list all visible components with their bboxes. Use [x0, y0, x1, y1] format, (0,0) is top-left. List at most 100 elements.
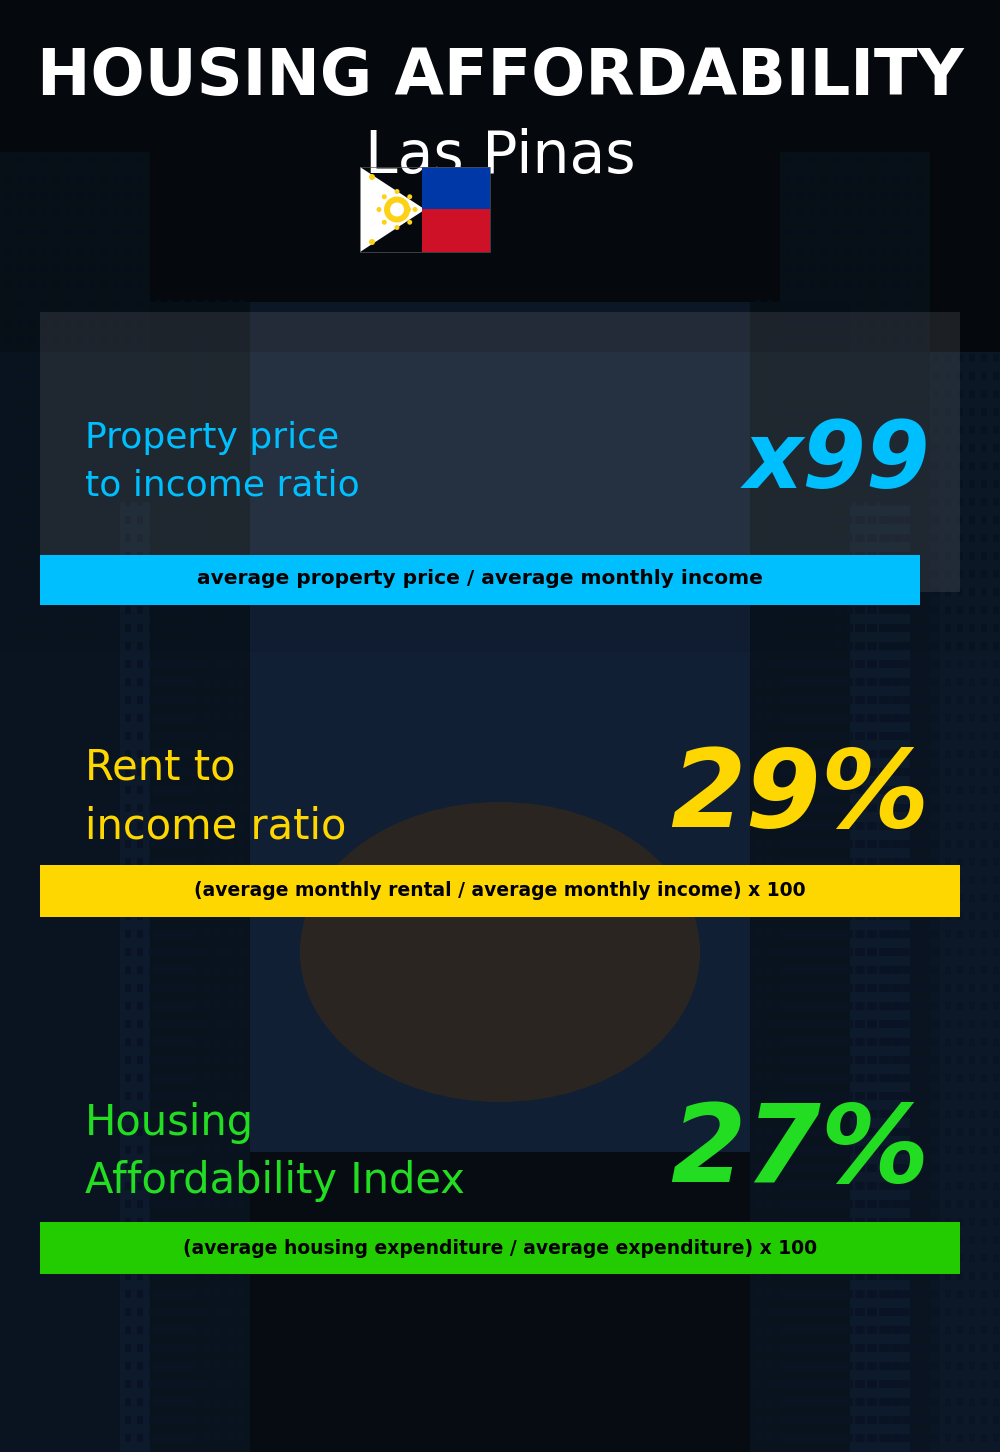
- Bar: [847, 1272, 853, 1281]
- Bar: [65, 678, 71, 685]
- Bar: [227, 751, 233, 758]
- Bar: [203, 804, 209, 812]
- Bar: [5, 732, 11, 741]
- Bar: [53, 372, 59, 380]
- Bar: [29, 678, 35, 685]
- Bar: [203, 661, 209, 668]
- Bar: [125, 696, 131, 704]
- Bar: [191, 822, 197, 831]
- Text: average property price / average monthly income: average property price / average monthly…: [197, 569, 763, 588]
- Bar: [41, 282, 47, 290]
- Bar: [65, 534, 71, 542]
- Bar: [65, 984, 71, 992]
- Bar: [89, 1345, 95, 1352]
- Bar: [77, 678, 83, 685]
- Bar: [5, 1199, 11, 1208]
- Bar: [215, 1379, 221, 1388]
- Bar: [845, 1056, 851, 1064]
- Bar: [933, 1146, 939, 1154]
- Bar: [859, 751, 865, 758]
- Bar: [917, 391, 923, 398]
- Bar: [857, 876, 863, 884]
- Bar: [113, 858, 119, 865]
- Bar: [113, 372, 119, 380]
- Bar: [993, 1362, 999, 1371]
- Bar: [945, 1056, 951, 1064]
- Bar: [827, 804, 833, 812]
- Bar: [41, 1128, 47, 1135]
- Bar: [897, 588, 903, 595]
- Bar: [809, 1038, 815, 1045]
- Bar: [179, 714, 185, 722]
- Bar: [155, 786, 161, 794]
- Bar: [17, 1092, 23, 1101]
- Bar: [981, 1308, 987, 1316]
- Bar: [155, 1379, 161, 1388]
- Bar: [993, 444, 999, 452]
- Bar: [101, 481, 107, 488]
- Bar: [767, 1092, 773, 1101]
- Bar: [833, 1218, 839, 1225]
- Bar: [917, 425, 923, 434]
- Bar: [101, 876, 107, 884]
- Bar: [859, 1146, 865, 1154]
- Bar: [41, 1289, 47, 1298]
- Bar: [815, 1236, 821, 1244]
- Bar: [89, 571, 95, 578]
- Bar: [915, 858, 921, 865]
- Bar: [839, 1002, 845, 1011]
- Bar: [903, 1236, 909, 1244]
- Bar: [767, 929, 773, 938]
- Bar: [113, 1146, 119, 1154]
- Bar: [191, 1092, 197, 1101]
- Bar: [65, 642, 71, 650]
- Bar: [969, 768, 975, 775]
- Bar: [881, 588, 887, 595]
- Bar: [839, 1182, 845, 1191]
- Bar: [945, 515, 951, 524]
- Bar: [77, 1146, 83, 1154]
- Bar: [815, 1435, 821, 1442]
- Bar: [89, 462, 95, 470]
- Bar: [945, 858, 951, 865]
- Bar: [883, 1362, 889, 1371]
- Bar: [215, 678, 221, 685]
- Bar: [867, 1416, 873, 1424]
- Bar: [53, 1272, 59, 1281]
- Bar: [839, 318, 845, 327]
- Bar: [125, 1019, 131, 1028]
- Bar: [797, 211, 803, 218]
- Bar: [859, 1416, 865, 1424]
- Bar: [945, 1236, 951, 1244]
- Bar: [839, 894, 845, 902]
- Bar: [41, 1272, 47, 1281]
- Bar: [89, 1272, 95, 1281]
- Bar: [917, 678, 923, 685]
- Bar: [933, 1362, 939, 1371]
- Bar: [785, 1146, 791, 1154]
- Bar: [203, 372, 209, 380]
- Bar: [77, 696, 83, 704]
- Bar: [909, 984, 915, 992]
- Bar: [29, 1199, 35, 1208]
- Bar: [77, 966, 83, 974]
- Bar: [65, 966, 71, 974]
- Bar: [993, 642, 999, 650]
- Bar: [779, 1289, 785, 1298]
- Bar: [921, 1416, 927, 1424]
- Bar: [839, 714, 845, 722]
- Bar: [779, 786, 785, 794]
- Bar: [53, 768, 59, 775]
- Bar: [5, 948, 11, 955]
- Bar: [5, 1236, 11, 1244]
- Bar: [969, 498, 975, 505]
- Bar: [65, 1182, 71, 1191]
- Bar: [767, 1002, 773, 1011]
- Bar: [77, 481, 83, 488]
- Bar: [173, 1199, 179, 1208]
- Bar: [167, 1182, 173, 1191]
- Bar: [53, 515, 59, 524]
- Bar: [839, 786, 845, 794]
- Bar: [65, 858, 71, 865]
- Bar: [803, 714, 809, 722]
